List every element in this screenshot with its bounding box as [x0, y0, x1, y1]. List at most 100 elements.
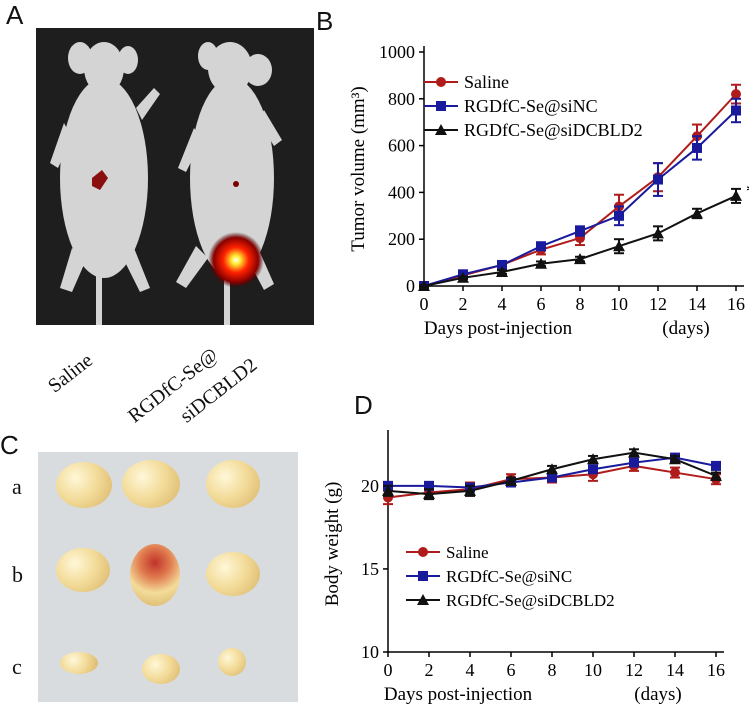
y-tick-label: 400 — [388, 182, 415, 202]
data-point — [505, 474, 517, 486]
data-point — [653, 174, 663, 185]
data-point — [497, 259, 507, 270]
data-point — [587, 453, 599, 465]
data-point — [652, 227, 664, 239]
legend-label: RGDfC-Se@siDCBLD2 — [446, 591, 615, 610]
data-point — [547, 472, 557, 483]
data-point — [575, 226, 585, 237]
data-point — [629, 457, 639, 468]
y-tick-label: 1000 — [379, 42, 415, 62]
x-tick-label: 0 — [384, 660, 393, 680]
legend-marker — [418, 547, 428, 557]
tumor-a2 — [122, 460, 180, 508]
legend-label: Saline — [464, 72, 509, 92]
tumor-b1 — [56, 548, 110, 592]
row-label-a: a — [12, 474, 22, 499]
x-tick-label: 12 — [649, 294, 667, 314]
panel-label-b: B — [316, 6, 334, 36]
y-tick-label: 10 — [361, 642, 379, 662]
legend-marker — [418, 571, 428, 581]
tumor-b2 — [130, 544, 180, 606]
legend-marker — [436, 77, 446, 87]
x-tick-label: 12 — [625, 660, 643, 680]
chart-body-weight: 10 15 20 0 2 4 6 8 10 12 14 16 Days post-injection (d… — [322, 430, 725, 705]
bioluminescence-image — [36, 28, 314, 325]
x-tick-label: 14 — [666, 660, 684, 680]
x-axis-unit: (days) — [634, 684, 681, 705]
tumor-c3 — [218, 648, 246, 676]
data-point — [546, 463, 558, 475]
data-point — [536, 241, 546, 252]
x-tick-label: 2 — [425, 660, 434, 680]
mouse-rgdfc-sidcbld2 — [176, 42, 282, 325]
legend-label: RGDfC-Se@siNC — [464, 96, 598, 116]
mice-illustration — [50, 42, 282, 325]
label-saline: Saline — [44, 349, 97, 398]
data-point — [670, 467, 680, 478]
data-point — [457, 271, 469, 283]
tumor-b3 — [206, 552, 260, 596]
data-point — [464, 484, 476, 496]
legend-marker — [436, 101, 446, 111]
x-tick-label: 6 — [537, 294, 546, 314]
panel-label-d: D — [354, 390, 373, 420]
data-point — [613, 240, 625, 252]
data-point — [382, 484, 394, 496]
data-point — [614, 210, 624, 221]
x-tick-label: 10 — [584, 660, 602, 680]
y-tick-label: 600 — [388, 136, 415, 156]
data-point — [730, 189, 742, 201]
x-tick-label: 16 — [727, 294, 745, 314]
data-point — [423, 488, 435, 500]
x-tick-label: 0 — [420, 294, 429, 314]
data-point — [710, 469, 722, 481]
data-point — [628, 446, 640, 458]
tumor-c2 — [142, 654, 180, 684]
mouse-saline — [50, 42, 160, 325]
legend-label: RGDfC-Se@siNC — [446, 567, 572, 586]
x-axis-label: Days post-injection — [424, 318, 573, 339]
tumor-a3 — [206, 460, 260, 508]
tumor-a1 — [56, 462, 112, 508]
data-point — [669, 453, 681, 465]
data-point — [691, 207, 703, 219]
x-tick-label: 14 — [688, 294, 706, 314]
x-tick-label: 8 — [576, 294, 585, 314]
chart-tumor-volume: 0 200 400 600 800 1000 0 2 4 6 8 10 12 14 16 Days post-… — [348, 42, 749, 339]
x-tick-label: 4 — [466, 660, 475, 680]
y-axis-label: Tumor volume (mm³) — [348, 86, 369, 251]
data-point — [424, 480, 434, 491]
x-tick-label: 2 — [459, 294, 468, 314]
x-tick-label: 6 — [507, 660, 516, 680]
y-tick-label: 800 — [388, 89, 415, 109]
data-point — [731, 105, 741, 116]
data-point — [711, 460, 721, 471]
data-point — [731, 89, 741, 100]
legend-marker — [417, 594, 429, 605]
data-point — [588, 464, 598, 475]
panel-label-a: A — [6, 0, 24, 30]
row-label-c: c — [12, 654, 22, 679]
x-tick-label: 16 — [707, 660, 725, 680]
x-tick-label: 8 — [548, 660, 557, 680]
row-label-b: b — [12, 562, 23, 587]
legend-marker — [435, 124, 447, 135]
x-axis-unit: (days) — [662, 318, 709, 339]
data-point — [496, 265, 508, 277]
data-point — [692, 142, 702, 153]
significance-marker: * — [746, 181, 749, 201]
panel-label-c: C — [0, 430, 19, 460]
y-tick-label: 15 — [361, 559, 379, 579]
y-tick-label: 0 — [406, 276, 415, 296]
tumor-photo — [38, 452, 298, 702]
x-tick-label: 4 — [498, 294, 507, 314]
legend-label: Saline — [446, 543, 489, 562]
y-tick-label: 20 — [361, 476, 379, 496]
tumor-signal — [208, 232, 264, 288]
tumor-c1 — [60, 652, 98, 674]
y-tick-label: 200 — [388, 229, 415, 249]
x-tick-label: 10 — [610, 294, 628, 314]
legend-label: RGDfC-Se@siDCBLD2 — [464, 120, 643, 140]
data-point — [535, 257, 547, 269]
y-axis-label: Body weight (g) — [322, 482, 343, 607]
